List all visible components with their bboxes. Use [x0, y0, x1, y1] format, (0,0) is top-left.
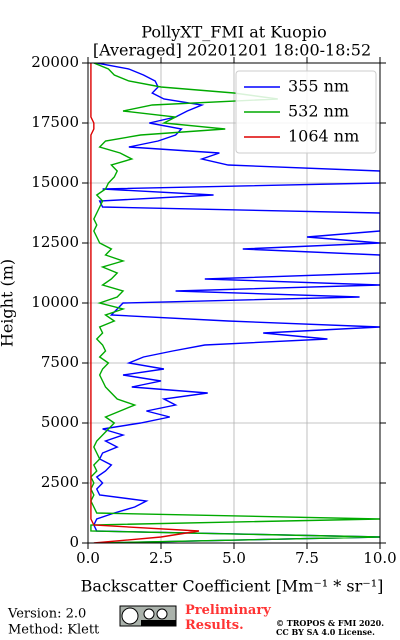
y-tick-label: 15000: [31, 173, 79, 191]
y-tick-label: 0: [69, 533, 79, 551]
x-tick-label: 5.0: [222, 549, 246, 567]
plot-frame: [87, 62, 381, 544]
chart-subtitle: [Averaged] 20201201 18:00-18:52: [93, 41, 371, 60]
y-tick-label: 17500: [31, 113, 79, 131]
x-tick-label: 2.5: [149, 549, 173, 567]
status: Preliminary Results.: [185, 603, 271, 633]
data-line: [90, 63, 200, 543]
legend-label: 355 nm: [288, 77, 349, 96]
legend-box: [235, 70, 377, 154]
copyright: CC BY SA 4.0 License.: [276, 627, 375, 637]
y-tick-label: 10000: [31, 293, 79, 311]
y-tick-label: 5000: [41, 413, 79, 431]
y-axis-label: Height (m): [0, 259, 17, 347]
y-tick-label: 2500: [41, 473, 79, 491]
legend-label: 1064 nm: [288, 127, 359, 146]
copyright: © TROPOS & FMI 2020.: [276, 618, 384, 628]
x-tick-label: 0.0: [76, 549, 100, 567]
y-tick-label: 7500: [41, 353, 79, 371]
x-tick-label: 10.0: [363, 549, 396, 567]
y-tick-label: 20000: [31, 53, 79, 71]
y-tick-label: 12500: [31, 233, 79, 251]
data-line: [93, 63, 380, 543]
version: Version: 2.0: [7, 607, 86, 622]
data-line: [90, 63, 380, 543]
x-tick-label: 7.5: [295, 549, 319, 567]
legend-label: 532 nm: [288, 102, 349, 121]
chart-title: PollyXT_FMI at Kuopio: [141, 23, 327, 42]
method: Method: Klett: [8, 623, 100, 638]
x-axis-label: Backscatter Coefficient [Mm⁻¹ * sr⁻¹]: [81, 577, 384, 596]
cc-logo: [119, 605, 177, 627]
